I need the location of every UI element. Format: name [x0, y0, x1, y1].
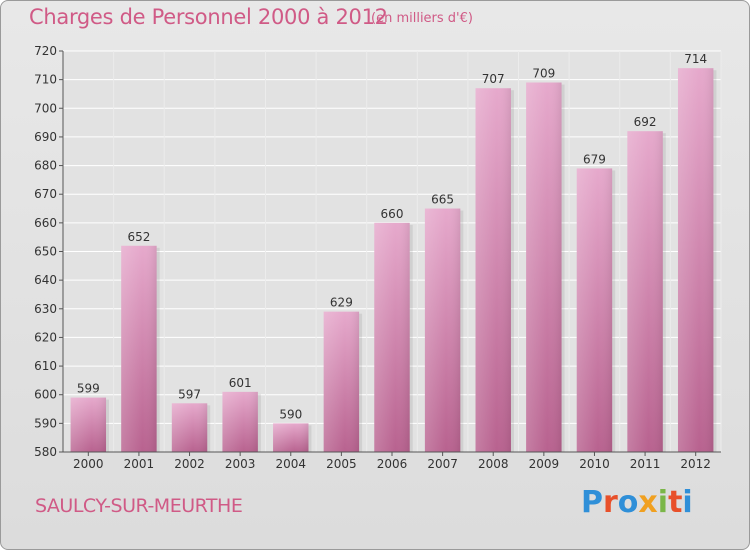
bar-highlight	[323, 311, 360, 452]
logo-letter: x	[638, 485, 658, 520]
data-label-2009: 709	[532, 67, 555, 81]
bar-highlight	[222, 391, 258, 452]
proxiti-logo: Proxiti	[581, 485, 693, 520]
logo-letter: P	[581, 485, 603, 520]
y-tick-label: 640	[34, 273, 57, 287]
x-tick-label-2008: 2008	[478, 457, 509, 471]
y-tick-label: 670	[34, 187, 57, 201]
data-label-2001: 652	[127, 230, 150, 244]
x-tick-label-2007: 2007	[427, 457, 458, 471]
bar-highlight	[273, 423, 309, 452]
bar-highlight	[526, 82, 562, 452]
y-tick-label: 590	[34, 416, 57, 430]
bar-highlight	[121, 245, 157, 452]
x-tick-label-2012: 2012	[680, 457, 711, 471]
x-tick-label-2000: 2000	[73, 457, 104, 471]
bar-highlight	[70, 397, 107, 452]
x-tick-label-2001: 2001	[124, 457, 155, 471]
y-tick-label: 700	[34, 101, 57, 115]
x-tick-label-2009: 2009	[529, 457, 560, 471]
bar-highlight	[475, 88, 511, 452]
y-tick-label: 690	[34, 130, 57, 144]
y-tick-label: 720	[34, 44, 57, 58]
data-label-2006: 660	[381, 207, 404, 221]
data-label-2008: 707	[482, 72, 505, 86]
logo-letter: i	[657, 485, 669, 520]
y-tick-label: 610	[34, 359, 57, 373]
logo-letter: r	[603, 485, 618, 520]
data-label-2007: 665	[431, 193, 454, 207]
x-tick-label-2006: 2006	[377, 457, 408, 471]
y-tick-label: 660	[34, 216, 57, 230]
bar-highlight	[677, 68, 714, 452]
y-tick-label: 580	[34, 445, 57, 459]
x-tick-label-2003: 2003	[225, 457, 256, 471]
bar-highlight	[171, 403, 208, 452]
chart-unit-note: (en milliers d'€)	[371, 11, 473, 26]
chart-title: Charges de Personnel 2000 à 2012	[29, 5, 388, 29]
x-tick-label-2010: 2010	[579, 457, 610, 471]
y-tick-label: 600	[34, 388, 57, 402]
commune-name: SAULCY-SUR-MEURTHE	[35, 495, 243, 517]
data-label-2003: 601	[229, 376, 252, 390]
bar-highlight	[424, 208, 461, 452]
logo-letter: o	[617, 485, 639, 520]
logo-letter: t	[668, 485, 683, 520]
y-tick-label: 620	[34, 330, 57, 344]
data-label-2000: 599	[77, 382, 100, 396]
bar-highlight	[627, 131, 663, 452]
y-tick-label: 630	[34, 302, 57, 316]
data-label-2012: 714	[684, 52, 707, 66]
x-tick-label-2004: 2004	[275, 457, 306, 471]
data-label-2005: 629	[330, 296, 353, 310]
logo-letter: i	[682, 485, 693, 520]
bar-highlight	[374, 222, 410, 452]
data-label-2004: 590	[279, 407, 302, 421]
y-tick-label: 650	[34, 245, 57, 259]
bar-highlight	[576, 168, 613, 452]
x-tick-label-2011: 2011	[630, 457, 661, 471]
data-label-2002: 597	[178, 387, 201, 401]
y-tick-label: 680	[34, 159, 57, 173]
data-label-2011: 692	[634, 115, 657, 129]
y-tick-label: 710	[34, 73, 57, 87]
data-label-2010: 679	[583, 152, 606, 166]
x-tick-label-2002: 2002	[174, 457, 205, 471]
x-tick-label-2005: 2005	[326, 457, 357, 471]
